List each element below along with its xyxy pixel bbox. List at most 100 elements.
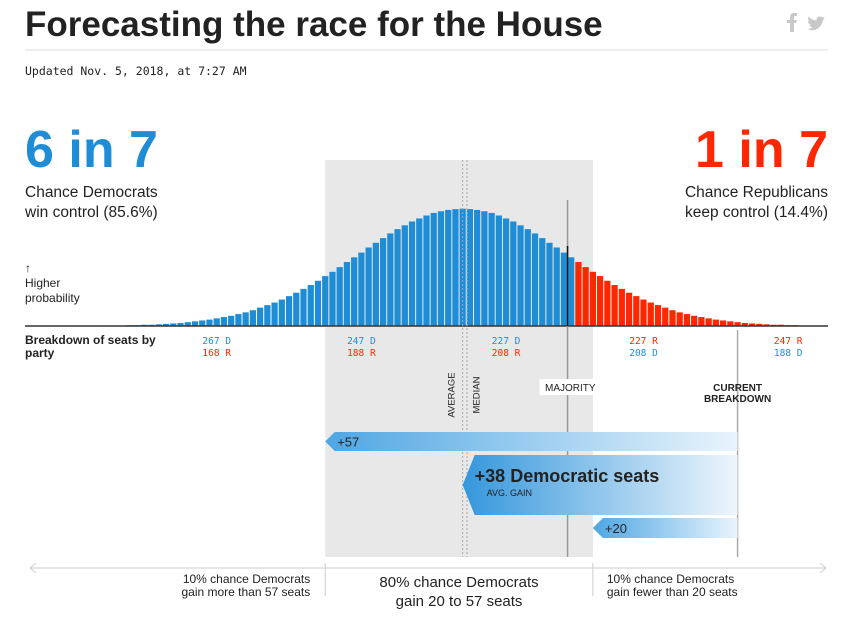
range-note: gain more than 57 seats bbox=[181, 585, 310, 599]
bar bbox=[495, 215, 502, 326]
twitter-icon[interactable] bbox=[807, 16, 826, 31]
bar bbox=[625, 292, 633, 326]
updated-date: Updated Nov. 5, 2018, at 7:27 AM bbox=[25, 64, 247, 78]
bar bbox=[256, 307, 264, 326]
bar bbox=[734, 322, 741, 326]
bar bbox=[445, 209, 452, 326]
bar bbox=[546, 242, 553, 326]
facebook-icon[interactable] bbox=[787, 13, 797, 32]
bar bbox=[322, 276, 329, 326]
bar bbox=[307, 285, 314, 326]
bar bbox=[206, 319, 213, 326]
bar bbox=[285, 296, 293, 326]
bar bbox=[589, 271, 597, 326]
x-axis-label: party bbox=[25, 346, 55, 360]
bar bbox=[271, 302, 278, 326]
bar bbox=[683, 314, 691, 326]
bar bbox=[597, 276, 604, 326]
range-note: gain 20 to 57 seats bbox=[396, 593, 523, 610]
bar bbox=[502, 218, 510, 326]
gain-arrow bbox=[592, 518, 738, 538]
current-label: BREAKDOWN bbox=[704, 394, 771, 405]
bar bbox=[300, 288, 307, 326]
bar bbox=[756, 323, 763, 326]
bar bbox=[372, 242, 379, 326]
bar bbox=[343, 262, 351, 326]
median-label: MEDIAN bbox=[472, 376, 483, 413]
bar bbox=[220, 317, 228, 326]
y-axis-label: ↑ bbox=[25, 261, 31, 275]
bar bbox=[691, 315, 698, 326]
bar bbox=[459, 208, 466, 326]
dem-odds: 6 in 7 bbox=[25, 121, 158, 179]
bar bbox=[242, 312, 249, 326]
bar bbox=[278, 299, 285, 326]
x-tick-label: 227 D bbox=[492, 336, 521, 347]
x-axis-label: Breakdown of seats by bbox=[25, 333, 156, 347]
bar bbox=[676, 312, 683, 326]
bar bbox=[698, 317, 705, 326]
average-label: AVERAGE bbox=[447, 372, 458, 417]
bar bbox=[408, 221, 416, 326]
bar bbox=[719, 320, 727, 326]
x-tick-label: 247 R bbox=[774, 336, 803, 347]
bar bbox=[235, 314, 242, 326]
bar bbox=[712, 319, 719, 326]
dem-caption: Chance Democrats bbox=[25, 184, 158, 201]
bar bbox=[524, 229, 531, 326]
bar bbox=[539, 238, 546, 326]
bar bbox=[394, 229, 401, 326]
bar bbox=[611, 285, 618, 326]
bar bbox=[423, 215, 430, 326]
rep-odds: 1 in 7 bbox=[695, 121, 828, 179]
bar bbox=[662, 307, 669, 326]
rep-caption: keep control (14.4%) bbox=[685, 204, 828, 221]
bar bbox=[510, 221, 517, 326]
x-tick-label: 208 D bbox=[629, 348, 658, 359]
rep-caption: Chance Republicans bbox=[685, 184, 828, 201]
share-icons bbox=[787, 13, 825, 32]
bar bbox=[155, 324, 162, 326]
bar bbox=[228, 315, 235, 326]
bar bbox=[604, 280, 611, 326]
bar bbox=[517, 225, 524, 326]
bar bbox=[430, 212, 437, 326]
bar bbox=[705, 318, 712, 326]
bar bbox=[351, 257, 358, 326]
bar bbox=[474, 209, 481, 326]
x-tick-label: 188 D bbox=[774, 348, 803, 359]
gain-label: +20 bbox=[605, 521, 627, 536]
bar bbox=[336, 267, 343, 326]
bar bbox=[633, 296, 640, 326]
bar bbox=[575, 262, 582, 326]
bar bbox=[452, 209, 459, 326]
bar bbox=[416, 218, 423, 326]
dem-caption: win control (85.6%) bbox=[24, 204, 158, 221]
bar bbox=[379, 238, 387, 326]
majority-label: MAJORITY bbox=[545, 383, 596, 394]
y-axis-label: Higher bbox=[25, 276, 60, 290]
y-axis-label: probability bbox=[25, 291, 80, 305]
bar bbox=[669, 310, 676, 326]
majority-label-bg bbox=[539, 379, 598, 395]
bar bbox=[741, 323, 748, 326]
bar bbox=[582, 267, 589, 326]
gain-label: +57 bbox=[337, 435, 359, 450]
gain-arrow bbox=[325, 432, 738, 451]
bar bbox=[560, 252, 568, 326]
x-tick-label: 188 R bbox=[347, 348, 376, 359]
bar bbox=[365, 247, 372, 326]
bar bbox=[184, 322, 191, 326]
bar bbox=[249, 310, 256, 326]
page-title: Forecasting the race for the House bbox=[25, 5, 603, 44]
x-tick-label: 267 D bbox=[202, 336, 231, 347]
gain-arrow bbox=[462, 455, 738, 515]
bar bbox=[293, 292, 300, 326]
bar bbox=[199, 320, 206, 326]
bar bbox=[748, 323, 756, 326]
bar bbox=[191, 321, 199, 326]
bar bbox=[387, 233, 394, 326]
bar bbox=[568, 257, 575, 326]
